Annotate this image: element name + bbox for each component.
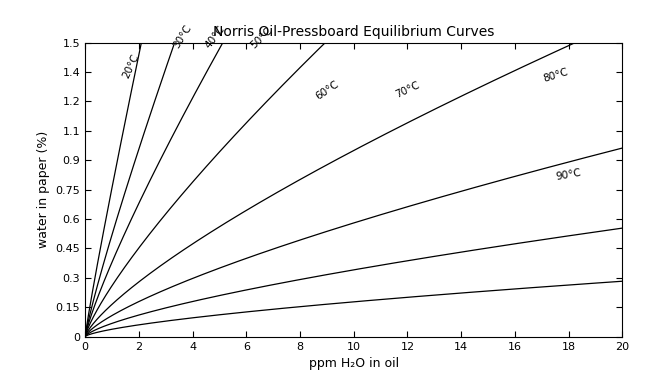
Title: Norris Oil-Pressboard Equilibrium Curves: Norris Oil-Pressboard Equilibrium Curves	[213, 25, 495, 39]
Text: 30°C: 30°C	[171, 23, 193, 50]
Y-axis label: water in paper (%): water in paper (%)	[37, 131, 50, 248]
Text: 20°C: 20°C	[121, 52, 141, 80]
Text: 90°C: 90°C	[555, 168, 582, 182]
X-axis label: ppm H₂O in oil: ppm H₂O in oil	[309, 357, 399, 370]
Text: 80°C: 80°C	[542, 67, 569, 84]
Text: 60°C: 60°C	[314, 79, 341, 101]
Text: 50°C: 50°C	[249, 25, 274, 50]
Text: 40°C: 40°C	[203, 24, 227, 50]
Text: 70°C: 70°C	[394, 79, 422, 99]
